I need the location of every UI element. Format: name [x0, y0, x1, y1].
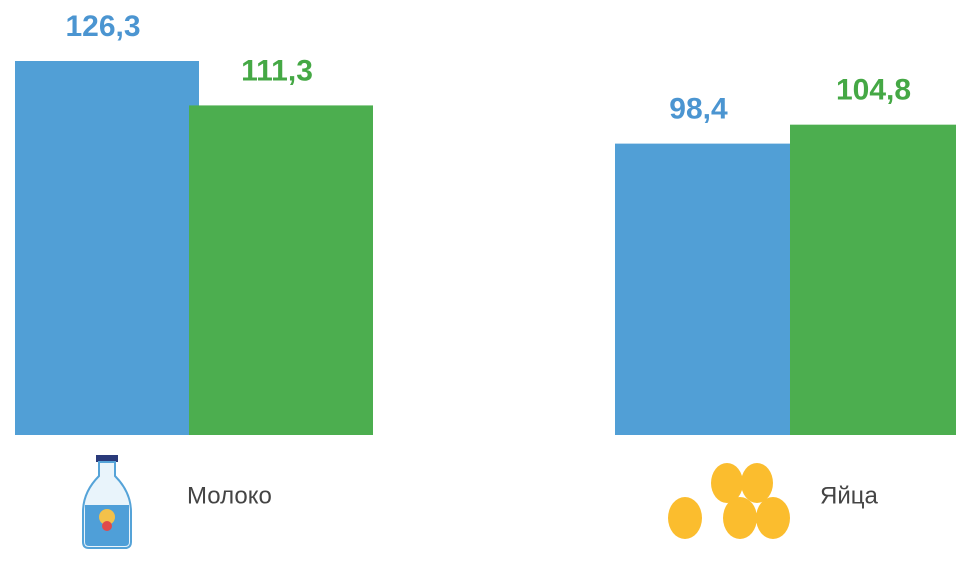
- bar: [189, 105, 373, 435]
- bar: [615, 143, 790, 435]
- bar: [790, 124, 956, 435]
- value-label: 104,8: [836, 74, 911, 107]
- value-label: 111,3: [241, 54, 313, 87]
- value-label: 126,3: [65, 10, 140, 43]
- category-label: Яйца: [820, 482, 878, 509]
- milk-icon: [82, 455, 132, 549]
- category-label: Молоко: [187, 482, 272, 509]
- eggs-icon: [668, 463, 790, 539]
- value-label: 98,4: [669, 93, 728, 126]
- bar: [15, 61, 199, 435]
